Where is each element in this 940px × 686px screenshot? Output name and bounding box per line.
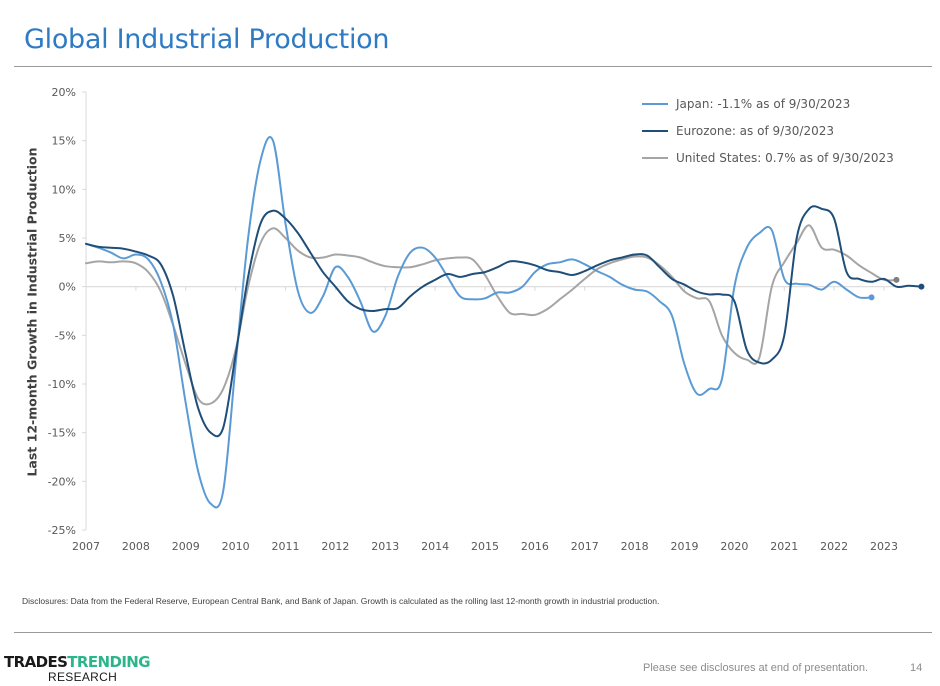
logo-word-research: RESEARCH — [48, 670, 118, 684]
x-tick-label: 2014 — [421, 540, 449, 553]
title-divider — [14, 66, 932, 67]
series-layer — [85, 135, 925, 509]
x-tick-label: 2009 — [172, 540, 200, 553]
y-tick-label: -25% — [48, 524, 76, 537]
x-tick-label: 2011 — [272, 540, 300, 553]
legend-swatch-japan — [642, 102, 668, 105]
y-tick-label: -20% — [48, 475, 76, 488]
legend-label-united-states: United States: 0.7% as of 9/30/2023 — [676, 150, 894, 165]
legend: Japan: -1.1% as of 9/30/2023 Eurozone: a… — [642, 90, 894, 171]
series-end-marker-united-states — [893, 276, 900, 283]
logo-word-trades: TRADES — [4, 653, 68, 671]
x-axis: 2007 2008 2009 2010 2011 2012 2013 2014 2015 2016… — [72, 286, 904, 553]
y-tick-label: -15% — [48, 427, 76, 440]
x-tick-label: 2018 — [621, 540, 649, 553]
y-tick-label: 10% — [52, 183, 76, 196]
legend-item-united-states: United States: 0.7% as of 9/30/2023 — [642, 144, 894, 171]
x-tick-label: 2017 — [571, 540, 599, 553]
legend-swatch-eurozone — [642, 129, 668, 132]
line-chart: 20%15%10%5%0%-5%-10%-15%-20%-25% 2007 200… — [48, 86, 925, 553]
y-axis-label: Last 12-month Growth in Industrial Produ… — [24, 147, 40, 477]
y-tick-label: -10% — [48, 378, 76, 391]
series-line-united-states — [85, 224, 898, 406]
x-tick-label: 2022 — [820, 540, 848, 553]
x-tick-label: 2013 — [371, 540, 399, 553]
x-tick-label: 2010 — [222, 540, 250, 553]
series-line-japan — [85, 135, 873, 509]
x-tick-label: 2015 — [471, 540, 499, 553]
x-tick-label: 2016 — [521, 540, 549, 553]
x-tick-label: 2007 — [72, 540, 100, 553]
series-end-marker-japan — [868, 294, 875, 301]
legend-item-japan: Japan: -1.1% as of 9/30/2023 — [642, 90, 894, 117]
page-title: Global Industrial Production — [24, 24, 390, 55]
x-tick-label: 2023 — [870, 540, 898, 553]
company-logo: TRADESTRENDING RESEARCH — [4, 653, 151, 684]
page-number: 14 — [910, 662, 923, 674]
x-tick-label: 2012 — [321, 540, 349, 553]
series-end-marker-eurozone — [918, 283, 925, 290]
x-tick-label: 2008 — [122, 540, 150, 553]
series-line-eurozone — [85, 205, 923, 438]
x-tick-label: 2021 — [770, 540, 798, 553]
y-tick-label: 15% — [52, 135, 76, 148]
y-axis: 20% 15% 10% 5% 0% -5% -10% -15% -20% -25% — [48, 86, 87, 537]
legend-label-eurozone: Eurozone: as of 9/30/2023 — [676, 123, 835, 138]
y-tick-label: 0% — [59, 281, 76, 294]
y-tick-label: -5% — [55, 329, 76, 342]
legend-swatch-united-states — [642, 156, 668, 159]
x-tick-label: 2020 — [720, 540, 748, 553]
y-tick-label: 20% — [52, 86, 76, 99]
footer-disclosure-note: Please see disclosures at end of present… — [643, 662, 869, 674]
logo-word-trending: TRENDING — [67, 653, 150, 671]
x-tick-label: 2019 — [671, 540, 699, 553]
y-tick-label: 5% — [59, 232, 76, 245]
disclosure-text: Disclosures: Data from the Federal Reser… — [22, 596, 660, 606]
legend-item-eurozone: Eurozone: as of 9/30/2023 — [642, 117, 894, 144]
footer-divider — [14, 632, 932, 633]
legend-label-japan: Japan: -1.1% as of 9/30/2023 — [676, 96, 851, 111]
